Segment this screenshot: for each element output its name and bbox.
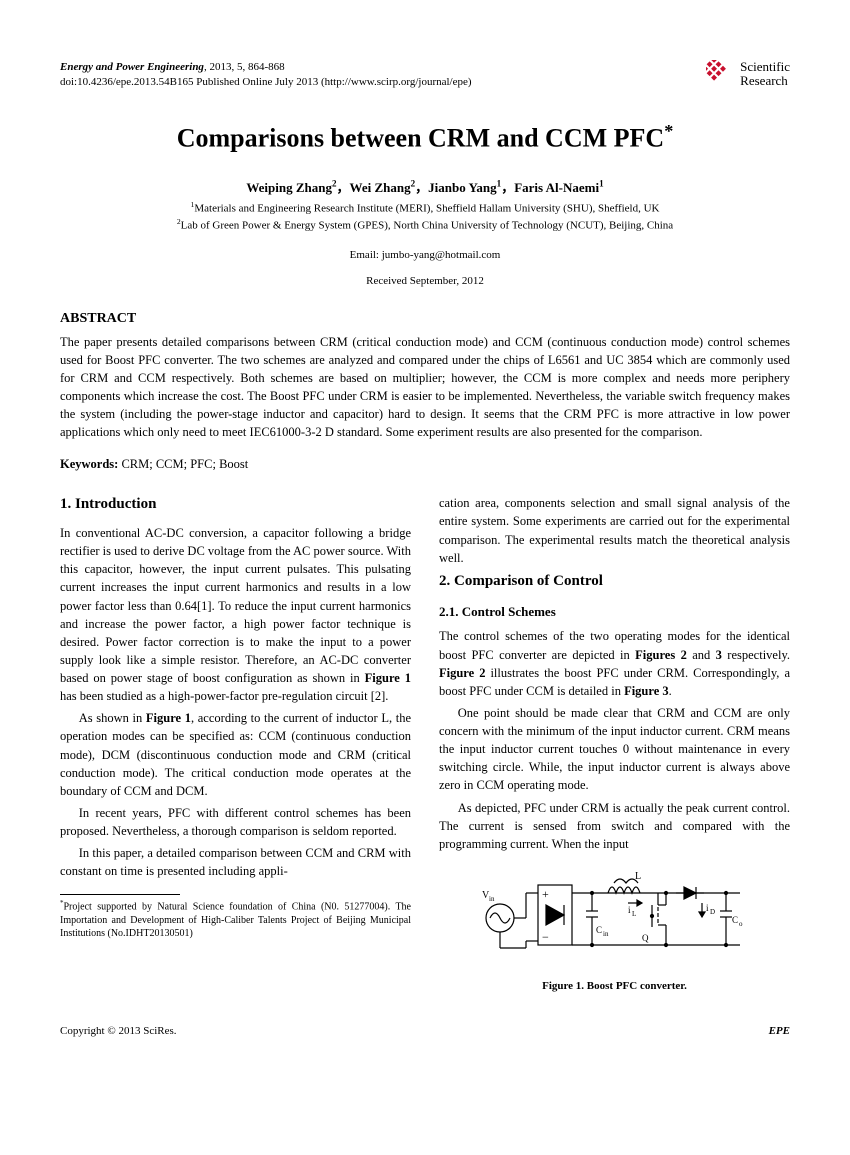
s1-p1: In conventional AC-DC conversion, a capa… bbox=[60, 524, 411, 705]
s2-p2: One point should be made clear that CRM … bbox=[439, 704, 790, 795]
publisher-logo: Scientific Research bbox=[706, 60, 790, 89]
diamond-grid-icon bbox=[706, 60, 734, 88]
paper-title: Comparisons between CRM and CCM PFC* bbox=[60, 121, 790, 154]
header-text: Energy and Power Engineering, 2013, 5, 8… bbox=[60, 60, 472, 91]
svg-text:L: L bbox=[632, 910, 636, 918]
footer-left: Copyright © 2013 SciRes. bbox=[60, 1025, 177, 1037]
svg-text:i: i bbox=[628, 905, 631, 915]
boost-pfc-circuit-icon: V in + − bbox=[480, 863, 750, 973]
svg-text:in: in bbox=[489, 895, 495, 903]
doi-line: doi:10.4236/epe.2013.54B165 Published On… bbox=[60, 75, 472, 90]
received-date: Received September, 2012 bbox=[60, 275, 790, 287]
right-column: cation area, components selection and sm… bbox=[439, 494, 790, 995]
footer: Copyright © 2013 SciRes. EPE bbox=[60, 1025, 790, 1037]
section-21-heading: 2.1. Control Schemes bbox=[439, 603, 790, 622]
authors: Weiping Zhang2，Wei Zhang2，Jianbo Yang1，F… bbox=[60, 177, 790, 196]
svg-text:i: i bbox=[706, 903, 709, 913]
figure-1-caption: Figure 1. Boost PFC converter. bbox=[439, 979, 790, 995]
abstract-text: The paper presents detailed comparisons … bbox=[60, 333, 790, 442]
left-column: 1. Introduction In conventional AC-DC co… bbox=[60, 494, 411, 995]
affiliations: 1Materials and Engineering Research Inst… bbox=[60, 200, 790, 234]
header-row: Energy and Power Engineering, 2013, 5, 8… bbox=[60, 60, 790, 91]
svg-text:−: − bbox=[542, 930, 549, 944]
section-2-heading: 2. Comparison of Control bbox=[439, 571, 790, 593]
s1-cont: cation area, components selection and sm… bbox=[439, 494, 790, 567]
logo-text-2: Research bbox=[740, 74, 790, 88]
abstract-heading: ABSTRACT bbox=[60, 311, 790, 327]
issue-info: , 2013, 5, 864-868 bbox=[204, 61, 285, 73]
svg-text:C: C bbox=[732, 915, 738, 925]
keywords-label: Keywords: bbox=[60, 457, 118, 471]
svg-text:+: + bbox=[542, 887, 549, 901]
svg-text:D: D bbox=[710, 908, 715, 916]
figure-1: V in + − bbox=[439, 863, 790, 995]
s2-p3: As depicted, PFC under CRM is actually t… bbox=[439, 799, 790, 853]
logo-text-1: Scientific bbox=[740, 60, 790, 74]
s1-p4: In this paper, a detailed comparison bet… bbox=[60, 844, 411, 880]
section-1-heading: 1. Introduction bbox=[60, 494, 411, 516]
s2-p1: The control schemes of the two operating… bbox=[439, 627, 790, 700]
svg-text:C: C bbox=[596, 925, 602, 935]
s1-p3: In recent years, PFC with different cont… bbox=[60, 804, 411, 840]
footnote: *Project supported by Natural Science fo… bbox=[60, 899, 411, 939]
journal-name: Energy and Power Engineering bbox=[60, 61, 204, 73]
keywords: Keywords: CRM; CCM; PFC; Boost bbox=[60, 457, 790, 472]
svg-text:o: o bbox=[739, 920, 743, 928]
s1-p2: As shown in Figure 1, according to the c… bbox=[60, 709, 411, 800]
keywords-text: CRM; CCM; PFC; Boost bbox=[118, 457, 248, 471]
svg-text:Q: Q bbox=[642, 933, 649, 943]
footnote-separator bbox=[60, 894, 180, 895]
email: Email: jumbo-yang@hotmail.com bbox=[60, 249, 790, 261]
svg-text:in: in bbox=[603, 930, 609, 938]
footer-right: EPE bbox=[769, 1025, 790, 1037]
